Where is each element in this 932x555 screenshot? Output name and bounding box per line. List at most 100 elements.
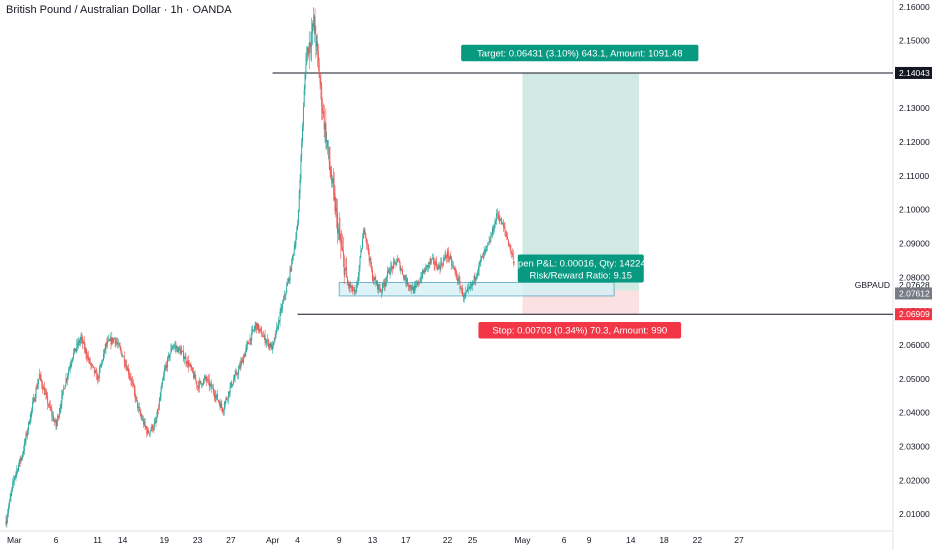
- candle-body: [341, 244, 343, 248]
- candle-body: [288, 278, 290, 281]
- candle-body: [312, 23, 313, 33]
- candle-body: [77, 343, 79, 346]
- candle-body: [98, 376, 99, 379]
- candle-body: [9, 497, 11, 501]
- price-axis-label: 2.03000: [899, 441, 930, 451]
- candle-body: [332, 178, 333, 184]
- candle-body: [480, 258, 482, 262]
- candle-body: [388, 269, 390, 274]
- candle-body: [228, 391, 230, 394]
- candle-body: [358, 266, 360, 276]
- candle-body: [129, 375, 131, 378]
- candle-body: [168, 355, 170, 359]
- candle-body: [454, 268, 456, 271]
- candle-body: [187, 360, 189, 365]
- candle-body: [67, 375, 69, 380]
- candle-body: [416, 284, 418, 286]
- candle-body: [58, 416, 59, 418]
- candle-body: [182, 350, 184, 352]
- candle-body: [500, 218, 502, 221]
- candle-body: [207, 378, 209, 380]
- candle-body: [169, 353, 171, 359]
- candle-body: [149, 430, 151, 434]
- candle-body: [22, 454, 24, 458]
- time-axis-label: 6: [54, 535, 59, 545]
- stop-zone: [522, 290, 640, 315]
- candle-body: [426, 265, 428, 267]
- candle-body: [290, 268, 292, 271]
- candle-body: [476, 275, 478, 278]
- candle-body: [121, 351, 123, 357]
- time-axis-label: 11: [93, 535, 102, 545]
- candle-body: [18, 464, 19, 471]
- candle-body: [62, 390, 64, 395]
- candle-body: [317, 51, 319, 63]
- candle-body: [293, 247, 295, 255]
- candle-body: [197, 385, 199, 387]
- candle-body: [180, 350, 182, 354]
- candle-body: [6, 518, 8, 525]
- candle-body: [369, 258, 371, 261]
- candle-body: [492, 227, 493, 235]
- candle-body: [409, 285, 411, 287]
- candle-body: [227, 391, 229, 399]
- candle-body: [217, 400, 219, 402]
- candle-body: [153, 422, 155, 429]
- candle-body: [394, 261, 396, 263]
- candle-body: [103, 348, 105, 355]
- time-axis-label: 25: [468, 535, 478, 545]
- candle-body: [250, 338, 252, 341]
- candle-body: [23, 442, 25, 452]
- candle-body: [152, 428, 154, 430]
- candle-body: [148, 433, 150, 434]
- open-pnl-label: Open P&L: 0.00016, Qty: 142247Risk/Rewar…: [511, 254, 652, 283]
- candle-body: [92, 364, 94, 366]
- candle-body: [417, 281, 418, 285]
- candle-body: [352, 290, 354, 292]
- candle-body: [427, 265, 428, 268]
- candle-body: [12, 482, 14, 488]
- candle-body: [115, 341, 117, 344]
- candle-body: [329, 162, 331, 171]
- time-axis-label: 23: [193, 535, 203, 545]
- target-price-tag-text: 2.14043: [899, 68, 930, 78]
- candle-body: [41, 380, 43, 386]
- candle-body: [68, 368, 70, 371]
- candle-body: [289, 268, 291, 281]
- candle-body: [212, 388, 214, 393]
- candle-body: [193, 373, 195, 378]
- candle-body: [419, 281, 421, 283]
- candle-body: [103, 354, 104, 361]
- candle-body: [93, 365, 94, 368]
- candle-body: [101, 361, 103, 365]
- candle-body: [392, 261, 394, 269]
- candle-body: [162, 375, 164, 381]
- candle-body: [13, 480, 14, 483]
- candle-body: [130, 377, 132, 381]
- candle-body: [50, 408, 52, 411]
- candle-body: [44, 392, 46, 395]
- candle-body: [110, 338, 112, 345]
- candle-body: [159, 397, 161, 401]
- candle-body: [471, 283, 473, 286]
- open-pnl-text: Open P&L: 0.00016, Qty: 142247: [511, 258, 652, 269]
- candle-body: [220, 403, 222, 408]
- candle-body: [209, 383, 211, 387]
- candle-body: [5, 520, 7, 525]
- candle-body: [433, 259, 435, 265]
- candle-body: [108, 339, 110, 341]
- candle-body: [406, 278, 408, 284]
- candle-body: [344, 267, 346, 275]
- candle-body: [469, 286, 471, 288]
- target-label-text: Target: 0.06431 (3.10%) 643.1, Amount: 1…: [477, 48, 682, 59]
- price-axis-label: 2.04000: [899, 408, 930, 418]
- candle-body: [222, 407, 224, 412]
- candle-body: [224, 401, 226, 407]
- candle-body: [259, 328, 261, 330]
- candle-body: [482, 252, 484, 258]
- candle-body: [252, 329, 254, 332]
- candle-body: [396, 262, 398, 265]
- candle-body: [385, 281, 387, 283]
